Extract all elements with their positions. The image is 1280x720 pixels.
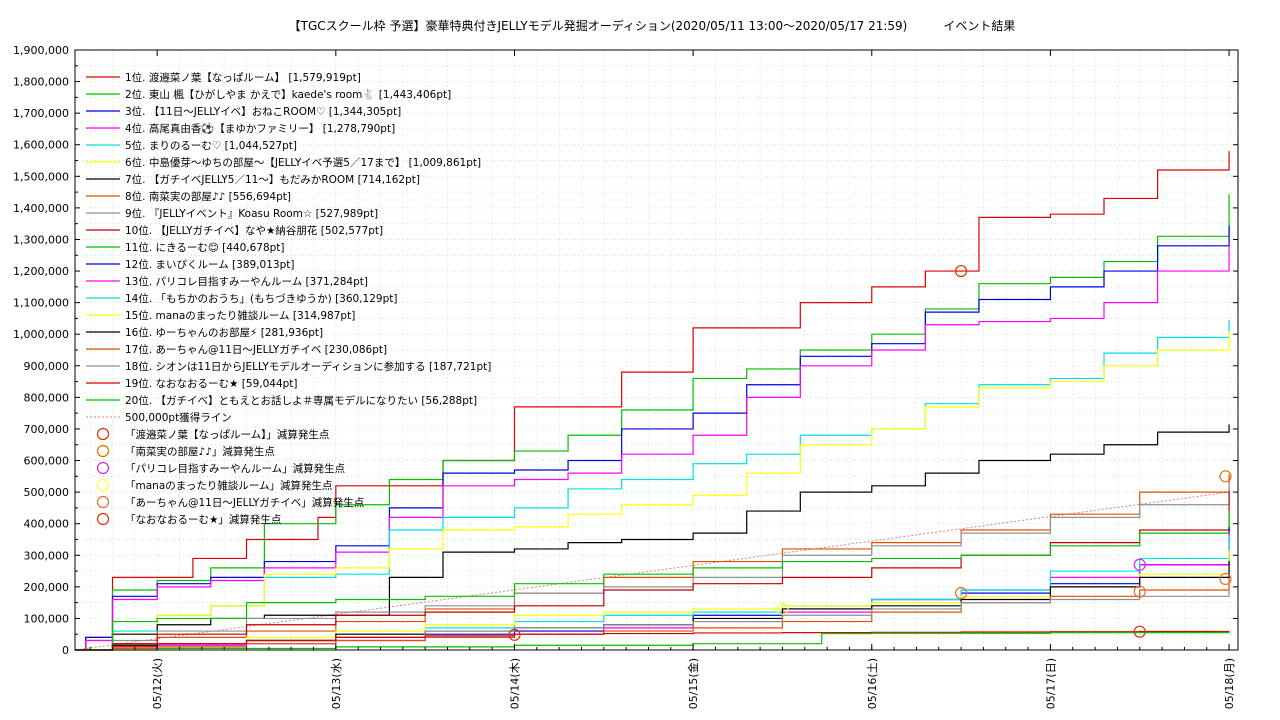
legend-entry: 13位. パリコレ目指すみーやんルーム [371,284pt] [125, 275, 368, 288]
marker-point-3 [1133, 558, 1146, 571]
legend: 1位. 渡邉菜ノ葉【なっぱルーム】 [1,579,919pt] 2位. 東山 楓【… [86, 71, 491, 526]
legend-entry: 5位. まりのるーむ♡ [1,044,527pt] [125, 139, 297, 152]
legend-entry: 「パリコレ目指すみーやんルーム」減算発生点 [125, 462, 345, 475]
y-tick-label: 500,000 [24, 486, 70, 499]
x-tick-label: 05/16(土) [866, 658, 879, 709]
axes: 0 100,000 200,000 300,000 400,000 500,000 600,… [13, 44, 1238, 709]
grid [75, 50, 1238, 650]
marker-point-1 [954, 264, 968, 278]
y-tick-label: 100,000 [24, 612, 70, 625]
legend-marker [96, 478, 110, 492]
legend-entry: 4位. 高尾真由香⚽【まゆかファミリー】 [1,278,790pt] [125, 122, 395, 135]
legend-entry: 11位. にきるーむ😊 [440,678pt] [125, 241, 285, 254]
legend-entry: 18位. シオンは11日からJELLYモデルオーディションに参加する [187,… [125, 360, 491, 373]
y-tick-label: 1,000,000 [13, 328, 69, 341]
chart-title: 【TGCスクール枠 予選】豪華特典付きJELLYモデル発掘オーディション(202… [289, 18, 1016, 33]
legend-entry: 「なおなおるーむ★」減算発生点 [125, 513, 281, 526]
series-line-19 [75, 630, 1230, 651]
legend-entry: 9位. 『JELLYイベント』Koasu Room☆ [527,989pt] [125, 207, 378, 220]
legend-entry: 1位. 渡邉菜ノ葉【なっぱルーム】 [1,579,919pt] [125, 71, 361, 84]
x-tick-label: 05/17(日) [1044, 658, 1057, 709]
y-tick-label: 1,100,000 [13, 297, 69, 310]
legend-entry: 6位. 中島優芽〜ゆちの部屋〜【JELLYイベ予選5／17まで】 [1,009,… [125, 156, 481, 169]
legend-marker [96, 461, 110, 475]
legend-entry: 「渡邉菜ノ葉【なっぱルーム】」減算発生点 [125, 428, 329, 441]
series-line-15 [75, 550, 1230, 651]
y-tick-label: 200,000 [24, 581, 70, 594]
y-tick-label: 600,000 [24, 455, 70, 468]
legend-entry: 3位. 【11日〜JELLYイベ】おねこROOM♡ [1,344,305pt] [125, 105, 401, 118]
legend-entry: 15位. manaのまったり雑談ルーム [314,987pt] [125, 309, 355, 322]
legend-marker [96, 427, 110, 441]
series-line-1 [75, 151, 1230, 651]
marker-point-5 [954, 587, 968, 600]
legend-entry: 10位. 【JELLYガチイベ】なや★納谷朋花 [502,577pt] [125, 224, 383, 237]
y-tick-label: 1,300,000 [13, 233, 69, 246]
marker-point-4 [776, 602, 789, 616]
legend-marker [96, 495, 110, 509]
legend-marker [96, 512, 110, 526]
legend-entry: 500,000pt獲得ライン [125, 411, 232, 424]
series-line-4 [75, 246, 1230, 651]
legend-entry: 「あーちゃん@11日〜JELLYガチイベ」減算発生点 [125, 496, 364, 509]
y-tick-label: 1,900,000 [13, 44, 69, 57]
y-tick-label: 300,000 [24, 549, 70, 562]
x-tick-label: 05/15(金) [686, 658, 700, 709]
x-tick-label: 05/12(火) [151, 658, 164, 709]
y-tick-label: 1,200,000 [13, 265, 69, 278]
legend-entry: 「南菜実の部屋♪♪」減算発生点 [125, 445, 275, 458]
y-tick-label: 400,000 [24, 518, 70, 531]
legend-entry: 「manaのまったり雑談ルーム」減算発生点 [125, 479, 333, 492]
legend-marker [96, 444, 110, 458]
series-line-9 [75, 483, 1230, 651]
x-tick-label: 05/18(月) [1223, 658, 1236, 709]
y-tick-label: 1,700,000 [13, 107, 69, 120]
y-tick-label: 800,000 [24, 391, 70, 404]
y-tick-label: 1,400,000 [13, 202, 69, 215]
legend-entry: 2位. 東山 楓【ひがしやま かえで】kaede's room🐇 [1,443,… [125, 88, 451, 101]
series-line-7 [75, 424, 1230, 651]
legend-entry: 14位. 「もちかのおうち」(もちづきゆうか) [360,129pt] [125, 292, 397, 305]
series-line-17 [75, 577, 1230, 651]
y-tick-label: 900,000 [24, 360, 70, 373]
legend-entry: 20位. 【ガチイベ】ともえとお話しよ＃専属モデルになりたい [56,288pt… [125, 394, 477, 407]
y-tick-label: 700,000 [24, 423, 70, 436]
marker-point-2 [1219, 470, 1232, 483]
y-tick-label: 1,600,000 [13, 139, 69, 152]
legend-entry: 17位. あーちゃん@11日〜JELLYガチイベ [230,086pt] [125, 343, 387, 356]
marker-point-6 [1133, 625, 1146, 638]
series-line-20 [75, 632, 1230, 651]
marker-point-6 [508, 628, 521, 641]
marker-layer [508, 264, 1232, 641]
y-tick-label: 0 [62, 644, 69, 657]
y-tick-label: 1,500,000 [13, 170, 69, 183]
series-layer [75, 151, 1230, 651]
legend-entry: 16位. ゆーちゃんのお部屋⚡ [281,936pt] [125, 326, 323, 339]
y-tick-label: 1,800,000 [13, 76, 69, 89]
legend-entry: 19位. なおなおるーむ★ [59,044pt] [125, 377, 298, 390]
series-line-11 [75, 510, 1230, 651]
x-tick-label: 05/14(木) [508, 658, 521, 709]
x-tick-label: 05/13(水) [330, 658, 343, 709]
marker-point-5 [1219, 572, 1232, 586]
legend-entry: 7位. 【ガチイベJELLY5／11〜】もだみかROOM [714,162pt] [125, 173, 420, 186]
marker-point-5 [1133, 585, 1146, 598]
legend-entry: 12位. まいぴくルーム [389,013pt] [125, 258, 294, 271]
legend-entry: 8位. 南菜実の部屋♪♪ [556,694pt] [125, 190, 291, 203]
